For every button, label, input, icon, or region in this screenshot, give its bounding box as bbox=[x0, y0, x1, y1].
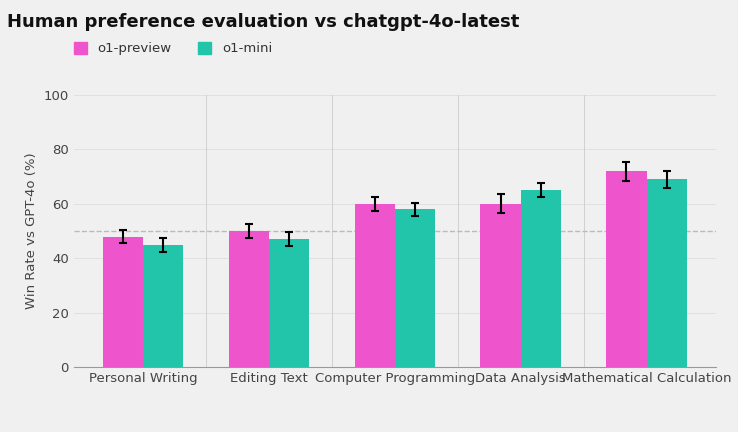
Bar bbox=[607, 171, 646, 367]
Bar bbox=[480, 204, 521, 367]
Bar bbox=[103, 237, 143, 367]
Bar bbox=[269, 239, 309, 367]
Bar bbox=[229, 231, 269, 367]
Bar bbox=[143, 245, 183, 367]
Y-axis label: Win Rate vs GPT-4o (%): Win Rate vs GPT-4o (%) bbox=[25, 153, 38, 309]
Text: Human preference evaluation vs chatgpt-4o-latest: Human preference evaluation vs chatgpt-4… bbox=[7, 13, 520, 31]
Bar bbox=[646, 179, 687, 367]
Bar bbox=[354, 204, 395, 367]
Legend: o1-preview, o1-mini: o1-preview, o1-mini bbox=[74, 42, 272, 55]
Bar bbox=[521, 190, 561, 367]
Bar bbox=[395, 210, 435, 367]
